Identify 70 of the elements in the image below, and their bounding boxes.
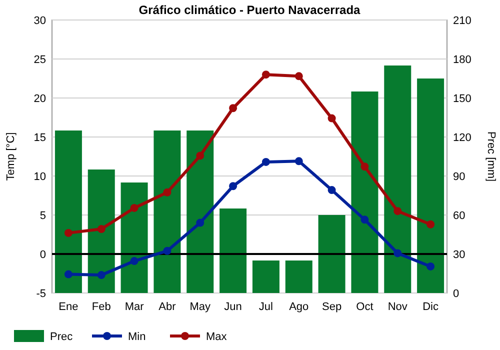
y-tick-label: 0 bbox=[40, 248, 46, 261]
bar bbox=[120, 182, 148, 293]
y-tick-label: 25 bbox=[34, 54, 46, 66]
legend-label: Prec bbox=[50, 330, 74, 343]
y-tick-label: 5 bbox=[40, 210, 46, 222]
y2-tick-label: 0 bbox=[453, 288, 460, 300]
y-axis-title: Temp [°C] bbox=[5, 132, 17, 181]
point bbox=[97, 225, 106, 234]
point bbox=[360, 162, 369, 171]
x-tick-label: Nov bbox=[388, 301, 408, 313]
y-tick-label: -5 bbox=[36, 288, 46, 300]
point bbox=[262, 158, 270, 166]
y2-tick-label: 210 bbox=[453, 14, 472, 27]
bar bbox=[351, 92, 378, 293]
point bbox=[262, 70, 270, 79]
y-tick-label: 30 bbox=[34, 14, 46, 27]
point bbox=[163, 246, 172, 255]
x-tick-label: Mar bbox=[124, 301, 144, 313]
bar bbox=[54, 130, 82, 293]
x-tick-label: Ago bbox=[289, 301, 309, 313]
y-tick-label: 10 bbox=[34, 170, 46, 183]
bar bbox=[384, 66, 412, 293]
bar bbox=[285, 260, 312, 293]
x-tick-label: Sep bbox=[322, 301, 342, 313]
bar bbox=[186, 130, 214, 293]
point bbox=[294, 157, 303, 166]
y2-tick-label: 90 bbox=[453, 170, 466, 183]
x-tick-label: Jul bbox=[258, 301, 273, 313]
chart-title: Gráfico climático - Puerto Navacerrada bbox=[138, 3, 361, 17]
x-tick-label: Jun bbox=[224, 301, 242, 313]
bar bbox=[318, 215, 346, 293]
y2-tick-label: 60 bbox=[453, 210, 466, 222]
point bbox=[328, 186, 336, 194]
bar bbox=[154, 130, 181, 293]
legend-label: Max bbox=[206, 330, 228, 343]
legend-label: Min bbox=[128, 330, 146, 343]
point bbox=[394, 249, 402, 258]
bar bbox=[252, 260, 280, 293]
x-tick-label: Abr bbox=[158, 301, 176, 313]
point bbox=[294, 72, 303, 80]
point bbox=[360, 216, 369, 224]
bar bbox=[220, 208, 247, 293]
point bbox=[64, 270, 72, 278]
point bbox=[97, 271, 106, 280]
point bbox=[130, 204, 138, 212]
x-tick-label: Oct bbox=[356, 301, 374, 313]
bar bbox=[88, 170, 115, 293]
point bbox=[196, 218, 204, 227]
point bbox=[229, 104, 238, 112]
x-tick-label: Dic bbox=[422, 301, 439, 313]
point bbox=[196, 152, 204, 160]
point bbox=[130, 257, 138, 266]
point bbox=[163, 188, 172, 196]
point bbox=[328, 114, 336, 122]
x-tick-label: Ene bbox=[58, 301, 78, 313]
point bbox=[394, 207, 402, 216]
x-tick-label: May bbox=[190, 301, 212, 313]
x-tick-label: Feb bbox=[92, 301, 111, 313]
y-tick-label: 15 bbox=[34, 132, 46, 144]
point bbox=[64, 228, 72, 237]
y2-tick-label: 150 bbox=[453, 92, 472, 105]
point bbox=[426, 220, 435, 228]
y2-tick-label: 30 bbox=[453, 248, 466, 261]
y-tick-label: 20 bbox=[34, 92, 46, 105]
y2-tick-label: 120 bbox=[453, 132, 472, 144]
bar bbox=[417, 78, 444, 293]
point bbox=[229, 182, 238, 190]
y2-axis-title: Prec [mm] bbox=[485, 131, 497, 182]
point bbox=[426, 262, 435, 270]
y2-tick-label: 180 bbox=[453, 54, 472, 66]
